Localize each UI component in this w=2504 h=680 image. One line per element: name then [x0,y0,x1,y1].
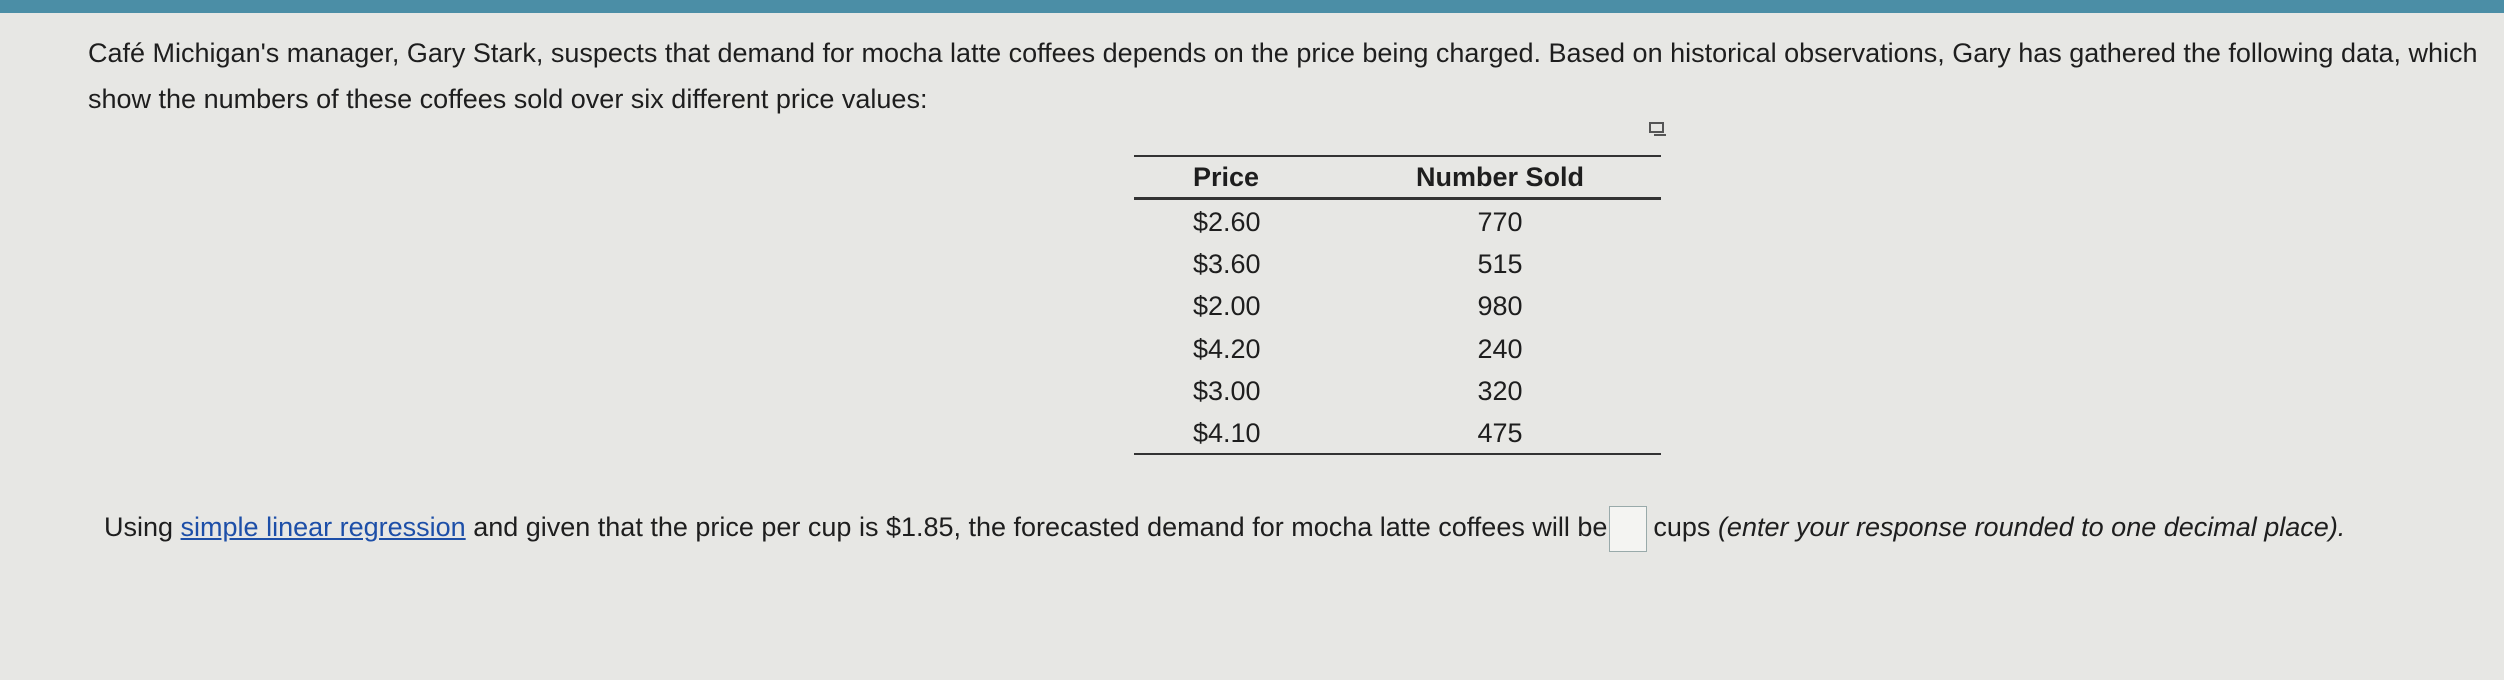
count-cell: 320 [1477,375,1523,406]
count-cell: 240 [1477,333,1523,364]
column-header: Price [1193,162,1260,192]
table-rule [1134,197,1661,200]
question-text: and given that the price per cup is $1.8… [473,512,1608,542]
instruction-text: (enter your response rounded to one deci… [1717,512,2346,542]
price-cell: $3.60 [1193,249,1261,280]
column-header: Number Sold [1415,162,1584,192]
glossary-link[interactable]: simple linear regression [180,512,466,542]
count-cell: 475 [1477,418,1523,448]
intro-text: Café Michigan's manager, Gary Stark, sus… [88,38,2478,114]
count-cell: 770 [1477,207,1523,237]
price-cell: $2.00 [1193,291,1261,322]
copy-icon[interactable] [1648,120,1668,138]
count-cell: 515 [1477,249,1523,280]
question-text: cups [1653,512,1711,542]
table-rule [1134,453,1661,455]
table-rule [1134,155,1661,157]
question: Using simple linear regression and given… [104,504,2434,552]
question-text: Using [104,512,174,542]
answer-input[interactable] [1609,505,1648,552]
price-cell: $4.10 [1193,418,1261,448]
price-cell: $4.20 [1193,333,1261,364]
count-cell: 980 [1477,291,1523,322]
data-table: Price Number Sold $2.60 770 $3.60 515 $2.00 980… [1134,155,1661,455]
top-bar [0,0,2504,13]
price-cell: $3.00 [1193,375,1261,406]
price-cell: $2.60 [1193,207,1261,237]
